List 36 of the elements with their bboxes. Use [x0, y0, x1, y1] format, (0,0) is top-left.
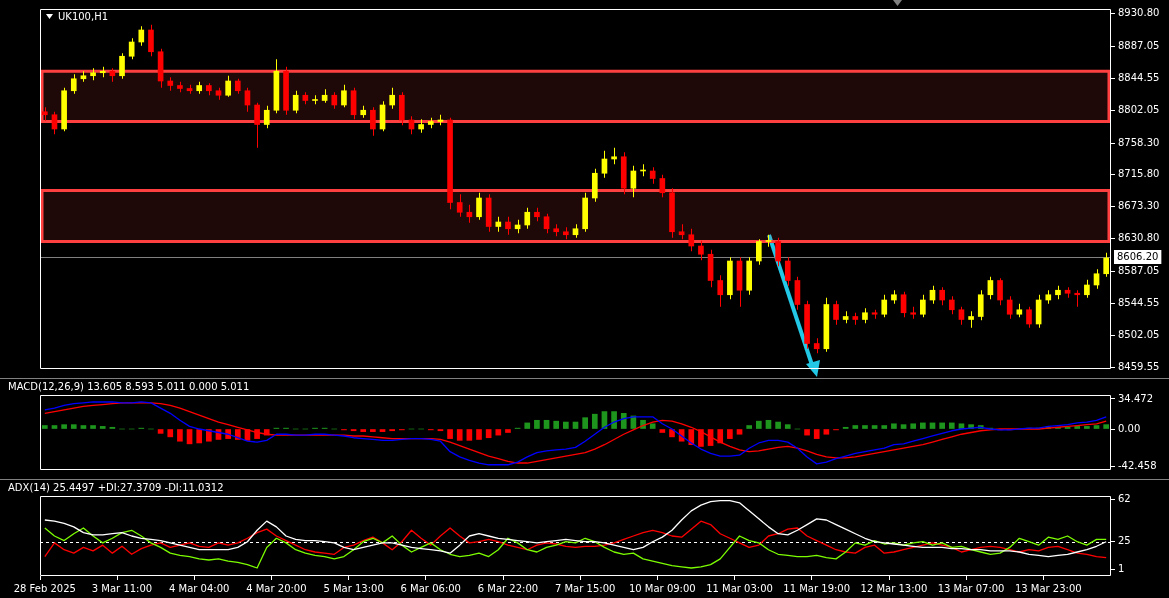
- y-tick-label: 8587.05: [1118, 265, 1160, 277]
- x-tick-label: 6 Mar 06:00: [400, 582, 461, 594]
- x-tick-label: 4 Mar 20:00: [246, 582, 307, 594]
- x-tick-label: 6 Mar 22:00: [477, 582, 539, 594]
- y-tick-label: 25: [1118, 535, 1131, 547]
- y-tick-label: 0.00: [1118, 422, 1141, 434]
- x-tick-label: 11 Mar 19:00: [783, 582, 851, 594]
- x-tick-label: 13 Mar 23:00: [1014, 582, 1082, 594]
- y-tick-label: 8758.30: [1118, 136, 1160, 148]
- x-tick-label: 3 Mar 11:00: [91, 582, 153, 594]
- y-tick-label: 8459.55: [1118, 360, 1160, 372]
- chart-title: MACD(12,26,9) 13.605 8.593 5.011 0.000 5.011: [8, 381, 250, 392]
- x-tick-label: 5 Mar 13:00: [323, 582, 384, 594]
- x-tick-label: 10 Mar 09:00: [628, 582, 696, 594]
- chart-title: ADX(14) 25.4497 +DI:27.3709 -DI:11.0312: [8, 482, 224, 493]
- y-tick-label: 8887.05: [1118, 40, 1160, 52]
- y-tick-label: 8802.05: [1118, 103, 1160, 115]
- y-tick-label: 8502.05: [1118, 328, 1160, 340]
- x-tick-label: 13 Mar 07:00: [937, 582, 1005, 594]
- y-tick-label: 8715.80: [1118, 168, 1160, 180]
- y-tick-label: 8930.80: [1118, 7, 1160, 19]
- x-tick-label: 4 Mar 04:00: [169, 582, 230, 594]
- y-tick-label: -42.458: [1118, 459, 1157, 471]
- ref-line-label: 8606.20: [1117, 250, 1159, 262]
- y-tick-label: 8844.55: [1118, 71, 1160, 83]
- y-tick-label: 34.472: [1118, 392, 1153, 404]
- x-tick-label: 11 Mar 03:00: [706, 582, 773, 594]
- y-tick-label: 1: [1118, 562, 1125, 574]
- x-tick-label: 12 Mar 13:00: [860, 582, 928, 594]
- y-tick-label: 8544.55: [1118, 296, 1160, 308]
- x-tick-label: 7 Mar 15:00: [554, 582, 616, 594]
- y-tick-label: 8673.30: [1118, 200, 1160, 212]
- chart-title: UK100,H1: [58, 11, 109, 22]
- y-tick-label: 62: [1118, 493, 1131, 505]
- y-tick-label: 8630.80: [1118, 232, 1160, 244]
- x-tick-label: 28 Feb 2025: [13, 582, 76, 594]
